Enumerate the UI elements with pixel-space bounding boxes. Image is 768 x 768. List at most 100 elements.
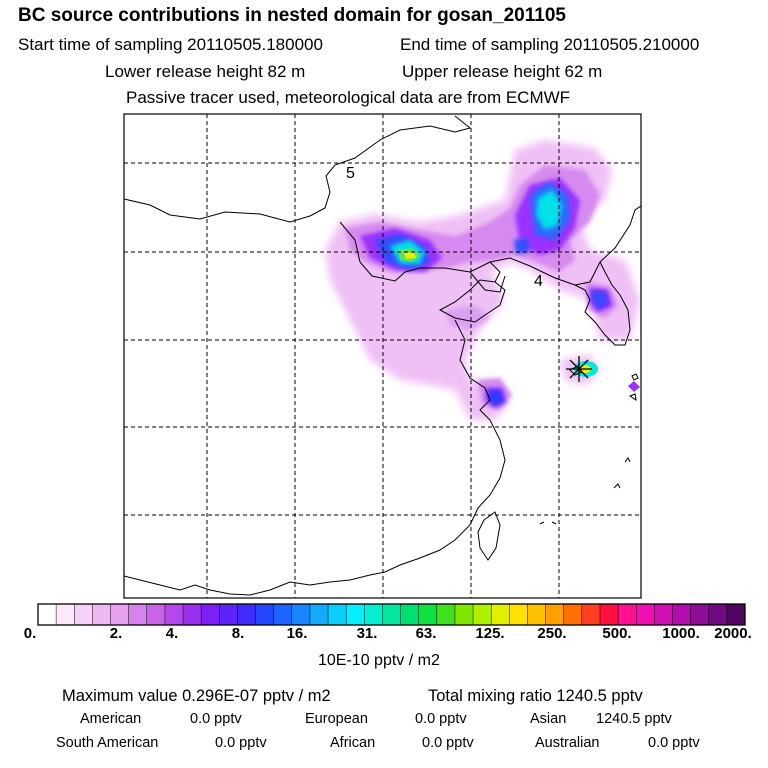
colorbar-tick-label: 31.	[356, 625, 378, 642]
colorbar-tick-label: 4.	[165, 625, 179, 642]
colorbar-swatch	[618, 604, 637, 625]
colorbar-tick-label: 0.	[23, 625, 37, 642]
marker-line-d2	[569, 359, 589, 379]
colorbar-swatch	[183, 604, 202, 625]
island-1	[631, 373, 639, 381]
border-north	[124, 115, 472, 223]
region-australian-name: Australian	[535, 735, 600, 751]
colorbar-swatch	[92, 604, 111, 625]
region-south-american-name: South American	[56, 735, 159, 751]
grid-label-5: 5	[346, 165, 355, 182]
colorbar-swatch	[418, 604, 438, 625]
colorbar-swatch	[201, 604, 220, 625]
colorbar-tick-label: 16.	[286, 625, 308, 642]
coast-shandong	[469, 271, 506, 293]
island-6	[551, 521, 557, 525]
region-african-value: 0.0 pptv	[422, 735, 474, 751]
colorbar-swatch	[708, 604, 728, 625]
coast-east-china	[124, 319, 506, 596]
colorbar-swatch	[328, 604, 347, 625]
colorbar-swatch	[273, 604, 293, 625]
grid-label-4: 4	[534, 273, 543, 290]
colorbar-swatch	[473, 604, 492, 625]
colorbar-swatch	[726, 604, 746, 625]
island-4	[613, 483, 621, 489]
colorbar-swatch	[146, 604, 166, 625]
colorbar-swatch	[38, 604, 57, 625]
island-3	[624, 457, 631, 463]
border-west	[339, 205, 641, 286]
lat-lon-grid	[124, 114, 641, 598]
plume-blue-area-3	[592, 292, 607, 308]
colorbar-swatch	[509, 604, 528, 625]
colorbar-tick-label: 8.	[231, 625, 245, 642]
total-mixing-label: Total mixing ratio 1240.5 pptv	[428, 687, 643, 705]
coast-bohai	[438, 261, 506, 323]
lower-height-label: Lower release height 82 m	[105, 62, 306, 81]
colorbar-tick-label: 2.	[109, 625, 123, 642]
colorbar-unit: 10E-10 pptv / m2	[318, 652, 440, 669]
colorbar-tick-label: 1000.	[662, 625, 700, 642]
colorbar-tick-label: 2000.	[714, 625, 752, 642]
colorbar-swatch	[309, 604, 329, 625]
plume-blue-area-5	[514, 238, 530, 254]
start-time-label: Start time of sampling 20110505.180000	[18, 35, 323, 54]
colorbar-swatch	[654, 604, 673, 625]
region-asian-name: Asian	[530, 711, 567, 727]
colorbar-swatch	[346, 604, 365, 625]
core-yellow-west	[404, 252, 416, 259]
island-2	[628, 393, 637, 402]
coast-korea	[574, 261, 631, 346]
east-spot	[628, 381, 640, 392]
colorbar-swatch	[599, 604, 619, 625]
colorbar-swatch	[690, 604, 710, 625]
colorbar-tick-label: 125.	[475, 625, 505, 642]
colorbar-swatch	[581, 604, 601, 625]
colorbar-swatch	[454, 604, 474, 625]
colorbar-swatch	[128, 604, 148, 625]
tracer-note: Passive tracer used, meteorological data…	[126, 88, 571, 107]
island-5	[539, 521, 545, 525]
region-american-value: 0.0 pptv	[190, 711, 242, 727]
region-european-name: European	[305, 711, 368, 727]
colorbar-swatch	[545, 604, 565, 625]
colorbar-swatch	[382, 604, 401, 625]
receptor-marker-icon	[566, 356, 592, 382]
region-asian-value: 1240.5 pptv	[596, 711, 672, 727]
region-south-american-value: 0.0 pptv	[215, 735, 267, 751]
colorbar-swatch	[672, 604, 692, 625]
colorbar-swatch	[563, 604, 583, 625]
colorbar-swatch	[110, 604, 130, 625]
colorbar-swatch	[636, 604, 655, 625]
colorbar	[37, 603, 746, 626]
taiwan	[477, 511, 501, 561]
max-value-label: Maximum value 0.296E-07 pptv / m2	[62, 687, 331, 705]
coastlines	[124, 115, 641, 596]
colorbar-swatch	[56, 604, 75, 625]
colorbar-tick-label: 250.	[537, 625, 567, 642]
colorbar-swatch	[364, 604, 383, 625]
colorbar-swatch	[237, 604, 256, 625]
upper-height-label: Upper release height 62 m	[402, 62, 603, 81]
plot-title: BC source contributions in nested domain…	[18, 5, 566, 26]
plume-blue-area-4	[490, 392, 502, 404]
region-american-name: American	[80, 711, 142, 727]
region-australian-value: 0.0 pptv	[648, 735, 700, 751]
colorbar-swatch	[291, 604, 311, 625]
colorbar-frame	[37, 603, 746, 626]
colorbar-swatch	[491, 604, 510, 625]
colorbar-swatch	[527, 604, 546, 625]
colorbar-tick-label: 500.	[602, 625, 632, 642]
colorbar-swatch	[164, 604, 184, 625]
region-european-value: 0.0 pptv	[415, 711, 467, 727]
colorbar-swatch	[219, 604, 238, 625]
region-african-name: African	[330, 735, 376, 751]
plume-medium-area-3	[445, 305, 490, 330]
map-frame	[123, 113, 642, 599]
core-cyan-north	[536, 190, 562, 230]
colorbar-swatch	[400, 604, 420, 625]
colorbar-swatch	[74, 604, 93, 625]
colorbar-tick-label: 63.	[415, 625, 437, 642]
colorbar-swatch	[255, 604, 275, 625]
